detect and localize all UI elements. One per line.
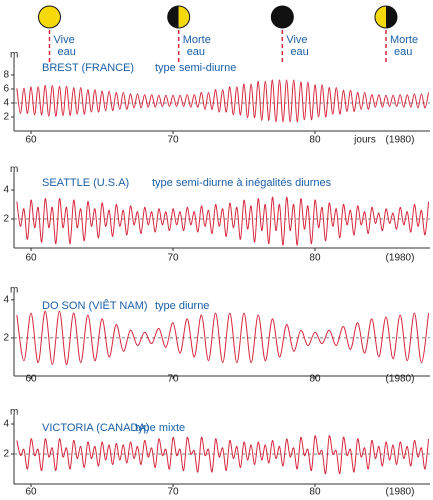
moon-outline — [167, 5, 191, 29]
y-axis-label: m — [10, 285, 18, 296]
year-label: (1980) — [386, 253, 415, 264]
phase-label: Vive — [53, 34, 74, 46]
moon-icon-half — [385, 6, 397, 28]
x-tick-label: 60 — [25, 487, 37, 498]
x-tick-label: 80 — [309, 253, 321, 264]
phase-label: Morte — [390, 34, 418, 46]
panel-title: SEATTLE (U.S.A) — [42, 177, 129, 189]
tide-curve — [16, 79, 430, 123]
y-tick-label: 6 — [3, 84, 9, 95]
y-tick-label: 4 — [3, 98, 9, 109]
y-tick-label: 4 — [3, 185, 9, 196]
y-tick-label: 2 — [3, 112, 9, 123]
phase-label: Vive — [286, 34, 307, 46]
phase-label: eau — [290, 46, 308, 58]
phase-label: eau — [394, 46, 412, 58]
panel-title: VICTORIA (CANADA) — [42, 422, 149, 434]
x-tick-label: 60 — [25, 253, 37, 264]
x-tick-label: 80 — [309, 374, 321, 385]
x-tick-label: 80 — [309, 135, 321, 146]
x-tick-label: 70 — [167, 135, 179, 146]
moon-icon-half — [167, 6, 179, 28]
y-tick-label: 8 — [3, 70, 9, 81]
phase-label: Morte — [183, 34, 211, 46]
x-tick-label: 80 — [309, 487, 321, 498]
y-tick-label: 4 — [3, 419, 9, 430]
x-tick-label: 70 — [167, 253, 179, 264]
x-tick-label: 60 — [25, 374, 37, 385]
panel-subtitle: type semi-diurne à inégalités diurnes — [152, 177, 332, 189]
year-label: (1980) — [386, 487, 415, 498]
tide-curve — [16, 435, 430, 475]
panel-title: DO SON (VIÊT NAM) — [42, 299, 148, 312]
moon-icon — [37, 5, 61, 29]
x-axis-label: jours — [353, 135, 376, 146]
moon-icon-half — [374, 6, 386, 28]
panel-subtitle: type semi-diurne — [155, 62, 236, 74]
panel-subtitle: type diurne — [155, 300, 209, 312]
panel-title: BREST (FRANCE) — [42, 62, 134, 74]
moon-icon — [270, 5, 294, 29]
x-tick-label: 60 — [25, 135, 37, 146]
phase-label: eau — [187, 46, 205, 58]
phase-label: eau — [57, 46, 75, 58]
year-label: (1980) — [386, 135, 415, 146]
y-axis-label: m — [10, 407, 18, 418]
moon-outline — [374, 5, 398, 29]
x-tick-label: 70 — [167, 487, 179, 498]
y-tick-label: 2 — [3, 214, 9, 225]
moon-icon-half — [178, 6, 190, 28]
y-tick-label: 2 — [3, 449, 9, 460]
tide-curve — [16, 196, 430, 246]
x-tick-label: 70 — [167, 374, 179, 385]
y-axis-label: m — [10, 50, 18, 61]
panel-subtitle: type mixte — [135, 422, 185, 434]
y-tick-label: 4 — [3, 294, 9, 305]
y-tick-label: 2 — [3, 333, 9, 344]
y-axis-label: m — [10, 164, 18, 175]
year-label: (1980) — [386, 374, 415, 385]
tide-curve — [16, 310, 430, 366]
